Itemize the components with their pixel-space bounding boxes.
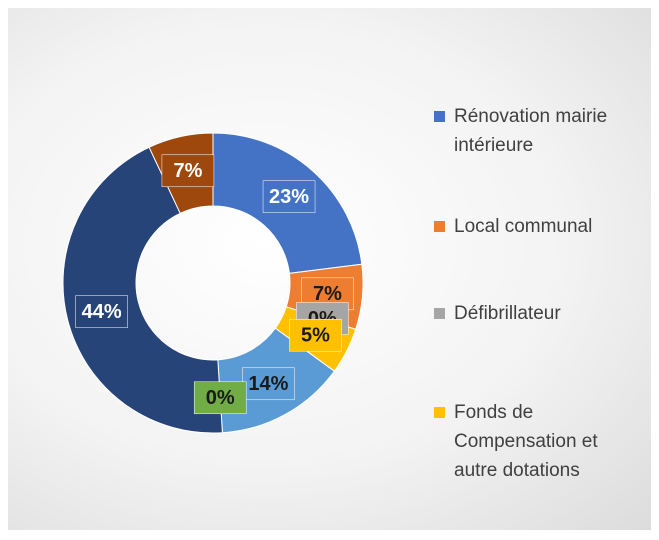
data-label-box xyxy=(242,367,295,401)
legend-item: Rénovation mairie intérieure xyxy=(432,102,642,160)
data-label: 23% xyxy=(262,180,316,213)
data-label-box xyxy=(161,154,215,188)
legend-label: Local communal xyxy=(454,216,593,237)
slice xyxy=(62,146,223,434)
data-label-box xyxy=(289,318,342,352)
data-label: 44% xyxy=(75,295,128,328)
data-label-text: 0% xyxy=(206,387,235,409)
legend-label: Fonds de Compensation et autre dotations xyxy=(454,402,598,481)
legend-label: Défibrillateur xyxy=(454,303,561,324)
data-label: 0% xyxy=(193,381,247,415)
data-label-text: 5% xyxy=(301,324,330,346)
data-label-text: 14% xyxy=(248,373,288,395)
legend-swatch xyxy=(434,308,445,319)
data-label: 14% xyxy=(242,367,295,401)
data-label: 5% xyxy=(289,318,342,352)
legend: Rénovation mairie intérieure Local commun… xyxy=(432,62,642,485)
data-label-text: 7% xyxy=(313,283,342,305)
data-label-text: 23% xyxy=(269,186,309,208)
legend-swatch xyxy=(434,407,445,418)
legend-swatch xyxy=(434,221,445,232)
data-label-text: 44% xyxy=(82,301,122,323)
legend-item: Défibrillateur xyxy=(432,299,642,328)
data-label-box xyxy=(75,295,128,328)
data-label-box xyxy=(193,381,247,415)
legend-label: Rénovation mairie intérieure xyxy=(454,106,608,156)
legend-item: Fonds de Compensation et autre dotations xyxy=(432,398,642,485)
legend-swatch xyxy=(434,111,445,122)
data-label: 7% xyxy=(161,154,215,188)
data-label-text: 7% xyxy=(173,160,202,182)
legend-item: Local communal xyxy=(432,212,642,241)
data-label-box xyxy=(262,180,316,213)
